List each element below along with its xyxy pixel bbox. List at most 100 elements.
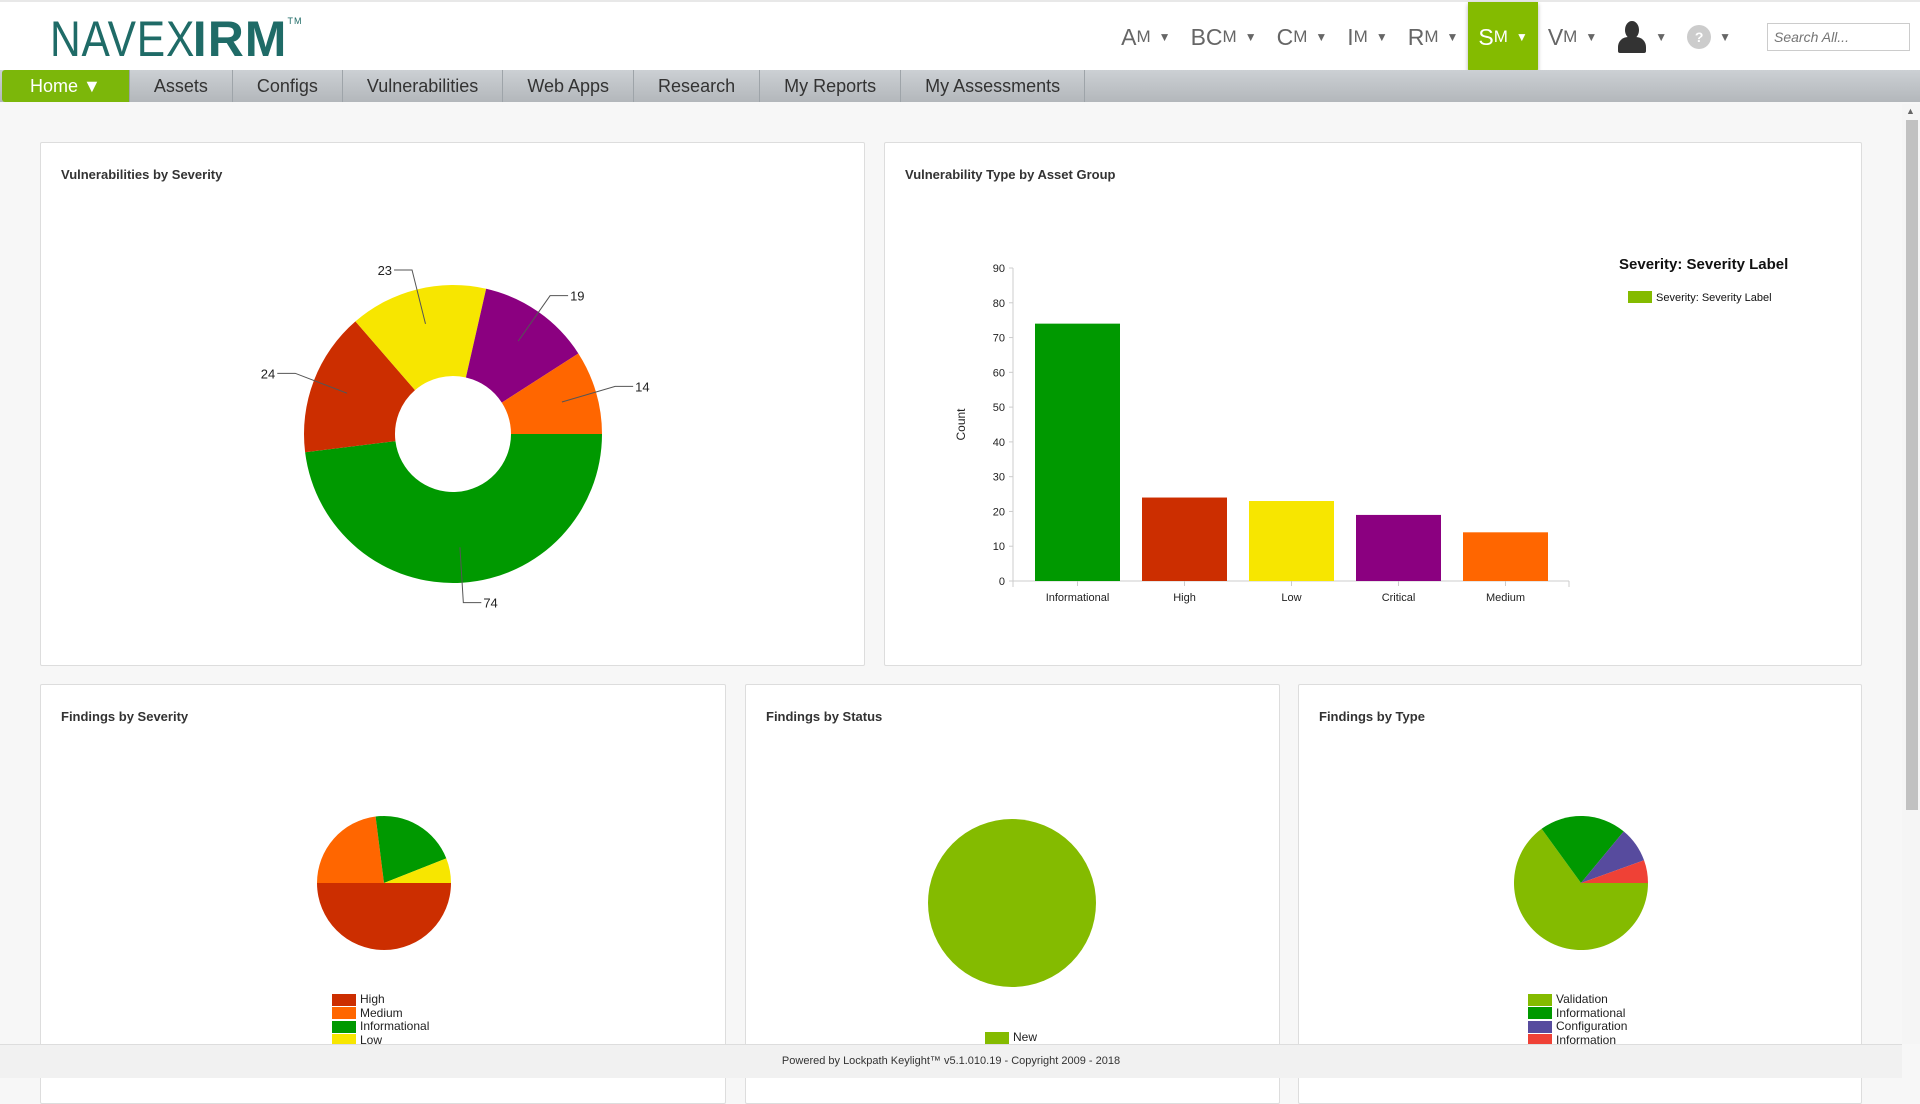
- legend-item[interactable]: High: [332, 992, 429, 1007]
- module-rm[interactable]: R M ▼: [1398, 2, 1469, 72]
- pie-slice-high[interactable]: [317, 883, 451, 950]
- y-tick-label: 60: [993, 367, 1005, 379]
- card-title: Findings by Type: [1319, 709, 1425, 724]
- legend-label: Informational: [360, 1019, 430, 1033]
- scrollbar[interactable]: ▲: [1902, 104, 1920, 1044]
- legend-item[interactable]: Medium: [332, 1006, 429, 1021]
- module-label: V: [1547, 23, 1564, 50]
- data-label: 19: [570, 289, 584, 304]
- scrollbar-thumb[interactable]: [1906, 120, 1918, 810]
- pie-slice-informational[interactable]: [375, 816, 447, 883]
- chevron-down-icon: ▼: [1585, 30, 1598, 44]
- nav-item-configs[interactable]: Configs: [233, 70, 343, 102]
- legend: Validation Informational Configuration Info…: [1528, 992, 1628, 1048]
- legend-item[interactable]: Informational: [1528, 1005, 1627, 1021]
- legend-swatch: [332, 993, 356, 1006]
- pie-slice-new[interactable]: [928, 819, 1096, 987]
- bar-chart: 0 10 20 30 40 50 60 70 80 90 Count Informational Hig…: [954, 256, 1788, 604]
- user-menu[interactable]: ▼: [1607, 2, 1677, 72]
- legend-item[interactable]: New: [985, 1030, 1038, 1045]
- legend-label: New: [1013, 1030, 1038, 1044]
- module-label-suffix: M: [1493, 27, 1508, 46]
- pie-slice-informational[interactable]: [1541, 816, 1624, 883]
- y-tick-label: 0: [999, 576, 1005, 588]
- leader-line: [394, 269, 426, 325]
- leader-line: [459, 547, 482, 604]
- pie-slice-information[interactable]: [1581, 860, 1648, 883]
- pie-slice-configuration[interactable]: [1581, 831, 1645, 883]
- pie-slice-validation[interactable]: [1514, 828, 1648, 950]
- module-am[interactable]: A M ▼: [1111, 2, 1180, 72]
- y-tick-label: 90: [993, 263, 1005, 275]
- pie-chart: [928, 819, 1096, 987]
- scroll-up-icon[interactable]: ▲: [1906, 106, 1915, 116]
- legend-swatch: [332, 1034, 356, 1047]
- nav-item-home[interactable]: Home ▼: [2, 70, 130, 102]
- nav-item-web-apps[interactable]: Web Apps: [503, 70, 635, 102]
- legend-swatch: [985, 1031, 1009, 1044]
- pie-slice-low[interactable]: [384, 858, 451, 883]
- data-label: 23: [378, 263, 392, 278]
- donut-slice-high[interactable]: [304, 321, 416, 453]
- help-menu[interactable]: ? ▼: [1677, 2, 1741, 72]
- donut-slice-medium[interactable]: [501, 353, 602, 434]
- card-title: Findings by Status: [766, 709, 883, 724]
- user-icon: [1617, 21, 1647, 53]
- bar-informational[interactable]: [1035, 323, 1120, 581]
- chevron-down-icon: ▼: [1244, 30, 1257, 44]
- bar-medium[interactable]: [1463, 532, 1548, 581]
- donut-slice-informational[interactable]: [305, 434, 602, 584]
- legend-label: Low: [360, 1032, 383, 1047]
- module-menu: A M ▼ BC M ▼ C M ▼ I M ▼ R M ▼ S M ▼ V M ▼ ▼ ? ▼: [1111, 2, 1910, 72]
- legend-item[interactable]: Low: [332, 1032, 429, 1048]
- bar-critical[interactable]: [1356, 514, 1441, 581]
- module-sm[interactable]: S M ▼: [1468, 2, 1538, 72]
- chevron-down-icon: ▼: [1375, 30, 1388, 44]
- bar-high[interactable]: [1142, 497, 1227, 581]
- nav-item-my-assessments[interactable]: My Assessments: [901, 70, 1086, 102]
- module-bcm[interactable]: BC M ▼: [1181, 2, 1267, 72]
- chevron-down-icon: ▼: [1719, 30, 1731, 44]
- module-cm[interactable]: C M ▼: [1267, 2, 1338, 72]
- logo-tm: TM: [287, 16, 303, 26]
- legend-item[interactable]: Information: [1528, 1033, 1627, 1048]
- nav-item-vulnerabilities[interactable]: Vulnerabilities: [343, 70, 504, 102]
- navex-irm-logo[interactable]: NAVEXIRMTM: [50, 10, 302, 68]
- logo-bold: IRM: [192, 11, 288, 67]
- nav-item-research[interactable]: Research: [634, 70, 761, 102]
- chevron-down-icon: ▼: [1158, 30, 1171, 44]
- legend-swatch: [1528, 993, 1552, 1006]
- legend-label: Informational: [1556, 1005, 1626, 1020]
- nav-item-my-reports[interactable]: My Reports: [760, 70, 902, 102]
- bar-low[interactable]: [1249, 501, 1334, 581]
- legend-swatch: [332, 1020, 356, 1033]
- legend-swatch: [332, 1007, 356, 1020]
- card-title: Vulnerabilities by Severity: [61, 167, 223, 182]
- module-vm[interactable]: V M ▼: [1538, 2, 1607, 72]
- chevron-down-icon: ▼: [1515, 30, 1528, 44]
- x-tick-label: High: [1173, 592, 1196, 604]
- card-findings-by-severity: Findings by Severity High Medium Informati…: [40, 684, 726, 1104]
- pie-slice-medium[interactable]: [317, 816, 384, 883]
- legend-item[interactable]: Informational: [332, 1019, 430, 1034]
- y-tick-label: 80: [993, 298, 1005, 310]
- donut-slice-low[interactable]: [355, 285, 487, 391]
- legend-item[interactable]: Configuration: [1528, 1019, 1628, 1034]
- x-tick-label: Low: [1281, 592, 1301, 604]
- module-im[interactable]: I M ▼: [1337, 2, 1397, 72]
- search-input[interactable]: [1767, 23, 1910, 51]
- legend-entry[interactable]: Severity: Severity Label: [1656, 292, 1772, 304]
- module-label: I: [1347, 23, 1354, 50]
- y-tick-label: 50: [993, 402, 1005, 414]
- nav-item-assets[interactable]: Assets: [130, 70, 233, 102]
- legend-item[interactable]: Validation: [1528, 992, 1627, 1007]
- donut-slice-critical[interactable]: [465, 288, 579, 403]
- card-title: Vulnerability Type by Asset Group: [905, 167, 1116, 182]
- legend-label: High: [360, 992, 385, 1006]
- legend-swatch: [1528, 1007, 1552, 1020]
- y-axis-label: Count: [954, 408, 968, 441]
- card-findings-by-type: Findings by Type Validation Informational…: [1298, 684, 1862, 1104]
- module-label: R: [1407, 23, 1425, 50]
- x-tick-label: Medium: [1486, 592, 1525, 604]
- legend-label: Configuration: [1556, 1019, 1628, 1033]
